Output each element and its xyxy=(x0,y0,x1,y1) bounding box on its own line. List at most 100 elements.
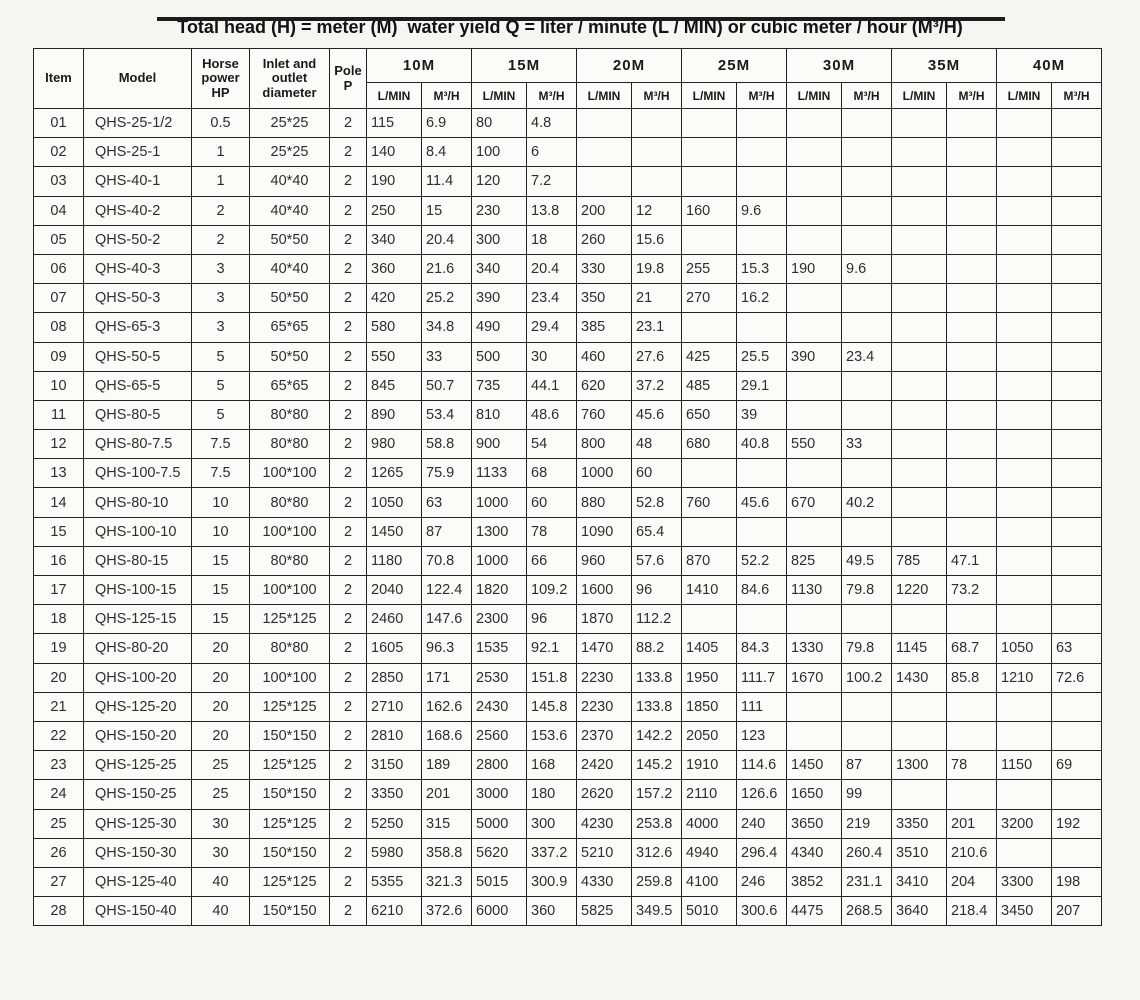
cell-lmin: 490 xyxy=(471,312,527,343)
cell-lmin: 255 xyxy=(681,253,737,285)
cell-lmin: 500 xyxy=(471,341,527,372)
cell-diameter: 80*80 xyxy=(249,633,330,664)
cell-diameter: 40*40 xyxy=(249,195,330,226)
cell-pole: 2 xyxy=(329,662,367,693)
head-group-10m: 10M xyxy=(366,48,472,83)
cell-lmin: 785 xyxy=(891,545,947,577)
column-header-item: Item xyxy=(33,48,84,109)
page-title: Total head (H) = meter (M) water yield Q… xyxy=(177,17,963,37)
cell-lmin: 2460 xyxy=(366,604,422,635)
cell-horsepower: 3 xyxy=(191,253,250,285)
cell-lmin: 810 xyxy=(471,399,527,431)
cell-m3h: 6 xyxy=(526,137,577,168)
cell-m3h xyxy=(1051,837,1102,868)
cell-m3h: 87 xyxy=(421,516,472,547)
cell-lmin: 670 xyxy=(786,487,842,518)
cell-m3h xyxy=(946,691,997,722)
cell-model: QHS-150-40 xyxy=(83,896,192,927)
cell-m3h: 65.4 xyxy=(631,516,682,547)
subhead-lmin-30m: L/MIN xyxy=(786,82,842,109)
cell-lmin: 1050 xyxy=(996,633,1052,664)
cell-horsepower: 10 xyxy=(191,516,250,547)
cell-model: QHS-25-1 xyxy=(83,137,192,168)
cell-m3h: 268.5 xyxy=(841,896,892,927)
cell-lmin: 340 xyxy=(471,253,527,285)
cell-lmin: 2430 xyxy=(471,691,527,722)
cell-horsepower: 1 xyxy=(191,166,250,197)
cell-model: QHS-40-3 xyxy=(83,253,192,285)
cell-lmin: 845 xyxy=(366,370,422,401)
cell-lmin xyxy=(996,574,1052,606)
cell-m3h: 171 xyxy=(421,662,472,693)
cell-m3h xyxy=(1051,195,1102,226)
cell-item: 25 xyxy=(33,808,84,839)
cell-item: 28 xyxy=(33,896,84,927)
cell-m3h xyxy=(1051,545,1102,577)
cell-m3h: 15.6 xyxy=(631,224,682,255)
cell-lmin xyxy=(576,107,632,139)
table-row: 07 QHS-50-3 3 50*50 2 420 25.2 390 23.4 350 21 270 1… xyxy=(33,283,1102,314)
cell-horsepower: 5 xyxy=(191,399,250,431)
cell-lmin xyxy=(891,312,947,343)
cell-model: QHS-125-30 xyxy=(83,808,192,839)
cell-lmin: 1150 xyxy=(996,750,1052,781)
cell-pole: 2 xyxy=(329,312,367,343)
cell-m3h xyxy=(841,107,892,139)
cell-pole: 2 xyxy=(329,166,367,197)
cell-m3h: 219 xyxy=(841,808,892,839)
cell-lmin: 1220 xyxy=(891,574,947,606)
cell-lmin: 1450 xyxy=(366,516,422,547)
cell-lmin: 1090 xyxy=(576,516,632,547)
cell-item: 18 xyxy=(33,604,84,635)
cell-m3h: 16.2 xyxy=(736,283,787,314)
cell-m3h: 260.4 xyxy=(841,837,892,868)
cell-lmin xyxy=(681,166,737,197)
pump-spec-table: Item Model Horse power HP Inlet and outlet … xyxy=(33,48,1102,927)
cell-lmin: 250 xyxy=(366,195,422,226)
cell-m3h: 87 xyxy=(841,750,892,781)
cell-pole: 2 xyxy=(329,370,367,401)
cell-lmin: 650 xyxy=(681,399,737,431)
cell-lmin xyxy=(891,166,947,197)
cell-m3h: 7.2 xyxy=(526,166,577,197)
cell-item: 02 xyxy=(33,137,84,168)
cell-lmin: 735 xyxy=(471,370,527,401)
head-group-20m: 20M xyxy=(576,48,682,83)
subhead-m3h-25m: M³/H xyxy=(736,82,787,109)
cell-lmin: 3410 xyxy=(891,866,947,898)
table-row: 25 QHS-125-30 30 125*125 2 5250 315 5000 300 4230… xyxy=(33,808,1102,839)
cell-lmin xyxy=(891,779,947,810)
cell-pole: 2 xyxy=(329,779,367,810)
cell-model: QHS-125-20 xyxy=(83,691,192,722)
cell-lmin: 3000 xyxy=(471,779,527,810)
cell-lmin: 4475 xyxy=(786,896,842,927)
cell-lmin xyxy=(891,516,947,547)
cell-lmin: 460 xyxy=(576,341,632,372)
cell-lmin: 825 xyxy=(786,545,842,577)
cell-pole: 2 xyxy=(329,837,367,868)
cell-lmin xyxy=(786,224,842,255)
cell-lmin xyxy=(786,107,842,139)
table-row: 09 QHS-50-5 5 50*50 2 550 33 500 30 460 27.6 425 25.… xyxy=(33,341,1102,372)
cell-m3h: 45.6 xyxy=(736,487,787,518)
cell-item: 11 xyxy=(33,399,84,431)
cell-m3h xyxy=(1051,429,1102,460)
cell-m3h: 68 xyxy=(526,458,577,489)
cell-item: 13 xyxy=(33,458,84,489)
table-row: 15 QHS-100-10 10 100*100 2 1450 87 1300 78 1090 65… xyxy=(33,516,1102,547)
cell-lmin xyxy=(681,604,737,635)
cell-m3h xyxy=(841,224,892,255)
cell-m3h: 192 xyxy=(1051,808,1102,839)
cell-item: 26 xyxy=(33,837,84,868)
cell-model: QHS-125-15 xyxy=(83,604,192,635)
cell-lmin xyxy=(786,137,842,168)
cell-lmin: 1850 xyxy=(681,691,737,722)
cell-pole: 2 xyxy=(329,604,367,635)
cell-lmin xyxy=(681,137,737,168)
cell-item: 27 xyxy=(33,866,84,898)
cell-model: QHS-50-5 xyxy=(83,341,192,372)
cell-lmin xyxy=(786,166,842,197)
cell-m3h xyxy=(841,399,892,431)
cell-m3h xyxy=(946,283,997,314)
cell-lmin: 1820 xyxy=(471,574,527,606)
